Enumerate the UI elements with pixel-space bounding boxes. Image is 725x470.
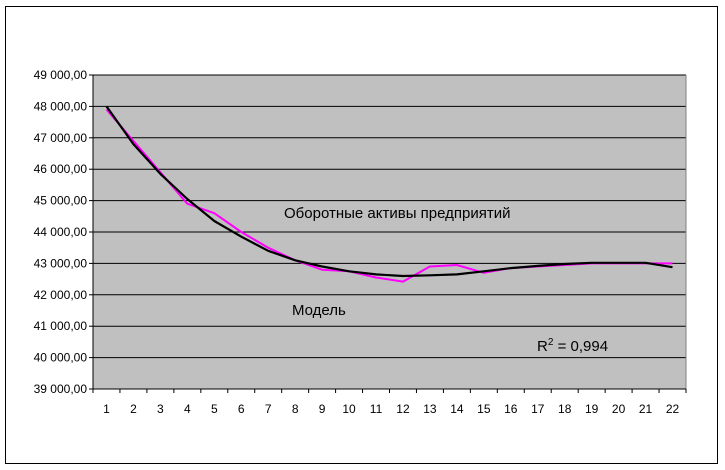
x-tick-label: 5 <box>211 402 218 416</box>
y-tick-label: 49 000,00 <box>34 68 88 82</box>
r-squared-annotation: R2 = 0,994 <box>537 337 608 355</box>
series-label-model: Модель <box>292 302 346 319</box>
x-tick-label: 4 <box>184 402 191 416</box>
x-tick-label: 12 <box>396 402 410 416</box>
x-tick-label: 2 <box>130 402 137 416</box>
x-tick-label: 10 <box>342 402 356 416</box>
y-axis: 39 000,00 40 000,00 41 000,00 42 000,00 43 0… <box>34 68 94 396</box>
x-tick-label: 8 <box>292 402 299 416</box>
x-tick-label: 22 <box>666 402 680 416</box>
x-axis: 1 2 3 4 5 6 7 8 9 10 11 12 13 14 15 16 17 18 19 20 21 22 <box>92 388 687 416</box>
y-tick-label: 40 000,00 <box>34 351 88 365</box>
y-tick-label: 46 000,00 <box>34 162 88 176</box>
gridlines <box>93 74 687 390</box>
y-tick-label: 43 000,00 <box>34 256 88 270</box>
x-tick-label: 6 <box>238 402 245 416</box>
y-tick-label: 42 000,00 <box>34 288 88 302</box>
x-tick-label: 15 <box>477 402 491 416</box>
y-tick-label: 39 000,00 <box>34 382 88 396</box>
x-tick-label: 17 <box>531 402 545 416</box>
x-tick-label: 16 <box>504 402 518 416</box>
series-line-model <box>105 105 673 278</box>
x-tick-label: 21 <box>639 402 653 416</box>
x-tick-label: 9 <box>319 402 326 416</box>
x-tick-label: 11 <box>370 402 383 416</box>
y-tick-label: 48 000,00 <box>34 99 88 113</box>
y-tick-label: 47 000,00 <box>34 131 88 145</box>
r2-superscript: 2 <box>548 337 554 348</box>
x-tick-label: 1 <box>103 402 110 416</box>
x-tick-label: 3 <box>157 402 164 416</box>
r2-prefix: R <box>537 338 548 355</box>
series <box>105 105 673 283</box>
x-tick-label: 7 <box>265 402 272 416</box>
series-label-actual: Оборотные активы предприятий <box>284 205 510 222</box>
x-tick-label: 18 <box>558 402 572 416</box>
x-tick-label: 14 <box>450 402 464 416</box>
y-tick-label: 44 000,00 <box>34 225 88 239</box>
x-tick-label: 20 <box>612 402 626 416</box>
x-tick-label: 13 <box>423 402 437 416</box>
y-tick-label: 45 000,00 <box>34 194 88 208</box>
x-tick-label: 19 <box>585 402 599 416</box>
y-tick-label: 41 000,00 <box>34 319 88 333</box>
r2-value: = 0,994 <box>553 338 608 355</box>
